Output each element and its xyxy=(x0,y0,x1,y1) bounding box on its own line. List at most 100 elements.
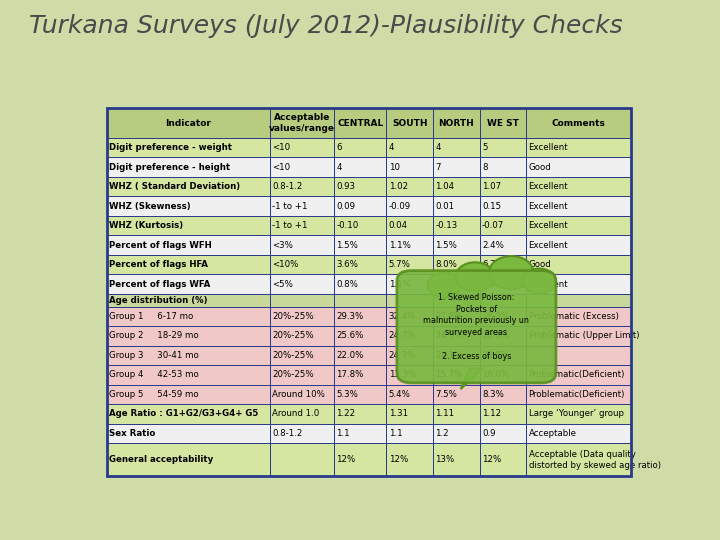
Bar xyxy=(387,274,433,294)
Text: 8.0%: 8.0% xyxy=(436,260,457,269)
Text: 24.7%: 24.7% xyxy=(389,332,416,340)
Bar xyxy=(270,384,334,404)
Bar xyxy=(480,326,526,346)
Bar xyxy=(387,109,433,138)
Bar xyxy=(480,307,526,326)
Text: Problematic(Deficient): Problematic(Deficient) xyxy=(528,370,625,380)
Bar xyxy=(480,138,526,157)
Bar xyxy=(480,197,526,216)
Bar xyxy=(433,157,480,177)
Text: CENTRAL: CENTRAL xyxy=(337,119,383,127)
Text: 1.1: 1.1 xyxy=(336,429,350,438)
Text: Percent of flags WFH: Percent of flags WFH xyxy=(109,241,212,249)
Bar xyxy=(107,404,270,424)
Bar xyxy=(480,384,526,404)
Text: 0.8%: 0.8% xyxy=(336,280,358,289)
Bar xyxy=(334,424,387,443)
Text: Digit preference - weight: Digit preference - weight xyxy=(109,143,232,152)
Bar xyxy=(387,294,433,307)
Text: 12%: 12% xyxy=(389,455,408,464)
Bar xyxy=(526,404,631,424)
Bar xyxy=(526,177,631,197)
Text: Group 3     30-41 mo: Group 3 30-41 mo xyxy=(109,351,199,360)
Text: 15.7%: 15.7% xyxy=(436,370,463,380)
Text: 0.04: 0.04 xyxy=(389,221,408,230)
Bar xyxy=(433,404,480,424)
Text: -0.07: -0.07 xyxy=(482,221,504,230)
Bar xyxy=(107,109,631,476)
Text: Turkana Surveys (July 2012)-Plausibility Checks: Turkana Surveys (July 2012)-Plausibility… xyxy=(29,14,622,37)
Text: -1 to +1: -1 to +1 xyxy=(272,221,307,230)
Bar xyxy=(107,138,270,157)
Bar xyxy=(387,235,433,255)
Text: Age distribution (%): Age distribution (%) xyxy=(109,296,207,305)
Text: 20%-25%: 20%-25% xyxy=(272,370,314,380)
Bar xyxy=(526,255,631,274)
Polygon shape xyxy=(461,368,483,389)
Bar xyxy=(387,138,433,157)
Text: Problematic(Deficient): Problematic(Deficient) xyxy=(528,390,625,399)
Bar xyxy=(526,346,631,365)
Text: 25.0%: 25.0% xyxy=(482,332,509,340)
Bar xyxy=(480,274,526,294)
Text: 29.3%: 29.3% xyxy=(336,312,364,321)
Bar xyxy=(270,424,334,443)
Text: Excellent: Excellent xyxy=(528,143,568,152)
Bar xyxy=(387,424,433,443)
Text: WHZ (Skewness): WHZ (Skewness) xyxy=(109,201,191,211)
Text: 5: 5 xyxy=(482,143,487,152)
Text: -0.09: -0.09 xyxy=(389,201,411,211)
Text: WHZ (Kurtosis): WHZ (Kurtosis) xyxy=(109,221,183,230)
Bar xyxy=(334,274,387,294)
Text: 24.9%: 24.9% xyxy=(436,332,462,340)
Bar xyxy=(107,197,270,216)
Text: 5.3%: 5.3% xyxy=(336,390,358,399)
Bar xyxy=(526,365,631,384)
Bar xyxy=(433,177,480,197)
Bar xyxy=(480,365,526,384)
Circle shape xyxy=(523,268,556,294)
Text: -1 to +1: -1 to +1 xyxy=(272,201,307,211)
Bar xyxy=(387,157,433,177)
Bar xyxy=(480,346,526,365)
Bar xyxy=(526,307,631,326)
Bar xyxy=(334,255,387,274)
Bar xyxy=(107,365,270,384)
Text: <3%: <3% xyxy=(272,241,293,249)
Bar xyxy=(270,197,334,216)
Bar xyxy=(270,307,334,326)
Text: 22.5%: 22.5% xyxy=(482,351,509,360)
Bar xyxy=(433,109,480,138)
Bar xyxy=(387,326,433,346)
Bar xyxy=(107,384,270,404)
Bar xyxy=(334,307,387,326)
Bar xyxy=(334,197,387,216)
Bar xyxy=(334,157,387,177)
Text: 32.4%: 32.4% xyxy=(389,312,416,321)
Text: 0.8-1.2: 0.8-1.2 xyxy=(272,429,302,438)
Text: Comments: Comments xyxy=(552,119,606,127)
Bar xyxy=(480,109,526,138)
Text: 6.7%: 6.7% xyxy=(482,260,504,269)
Text: 4: 4 xyxy=(336,163,342,172)
Text: 1.4%: 1.4% xyxy=(436,280,457,289)
Bar xyxy=(433,326,480,346)
Text: 0.15: 0.15 xyxy=(482,201,501,211)
Text: Around 1.0: Around 1.0 xyxy=(272,409,320,418)
Bar xyxy=(433,197,480,216)
Text: 20%-25%: 20%-25% xyxy=(272,332,314,340)
Bar xyxy=(270,326,334,346)
Text: 1.12: 1.12 xyxy=(482,409,501,418)
Bar xyxy=(433,294,480,307)
Bar xyxy=(433,365,480,384)
Bar xyxy=(433,424,480,443)
Text: WHZ ( Standard Deviation): WHZ ( Standard Deviation) xyxy=(109,182,240,191)
Bar xyxy=(480,404,526,424)
Bar xyxy=(387,255,433,274)
Bar xyxy=(107,346,270,365)
Circle shape xyxy=(428,273,461,298)
Text: 1. Skewed Poisson:
Pockets of
malnutrition previously un
surveyed areas

2. Exce: 1. Skewed Poisson: Pockets of malnutriti… xyxy=(423,293,529,361)
Text: SOUTH: SOUTH xyxy=(392,119,428,127)
Bar xyxy=(107,255,270,274)
Text: 10: 10 xyxy=(389,163,400,172)
